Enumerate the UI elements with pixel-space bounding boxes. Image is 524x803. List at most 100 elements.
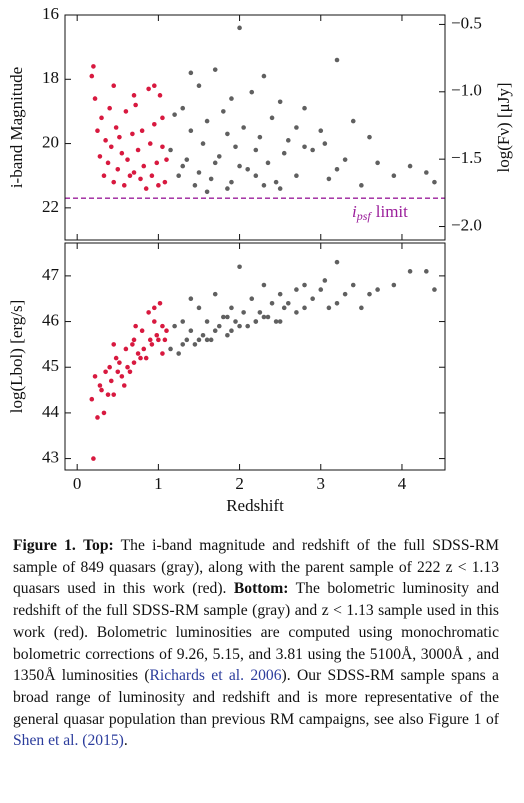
data-point: [121, 383, 127, 388]
data-point: [261, 314, 267, 320]
data-point: [407, 163, 413, 169]
data-point: [180, 342, 186, 347]
data-point: [103, 369, 108, 375]
data-point: [99, 387, 104, 393]
data-point: [277, 99, 283, 105]
data-point: [184, 337, 190, 343]
data-point: [302, 282, 307, 288]
data-point: [391, 173, 397, 179]
citation[interactable]: Shen et al. (2015): [13, 732, 124, 750]
data-point: [212, 291, 218, 297]
data-point: [196, 305, 202, 311]
data-point: [188, 128, 194, 134]
data-point: [172, 112, 177, 117]
data-point: [277, 186, 283, 191]
data-point: [261, 73, 267, 79]
data-point: [216, 154, 222, 159]
data-point: [162, 179, 168, 185]
data-point: [130, 342, 135, 347]
y-axis-title: i-band Magnitude: [7, 67, 26, 188]
data-point: [302, 305, 307, 311]
data-point: [111, 83, 117, 89]
data-point: [138, 176, 143, 182]
data-point: [92, 374, 98, 379]
data-point: [265, 160, 271, 166]
x-tick-label: 4: [398, 474, 407, 493]
annotation-text: limit: [376, 202, 408, 221]
caption: Figure 1. Top: The i-band magnitude and …: [13, 535, 499, 752]
data-point: [249, 296, 255, 302]
data-point: [237, 163, 242, 169]
data-point: [149, 342, 155, 347]
data-point: [152, 305, 157, 311]
data-point: [146, 310, 151, 315]
y-tick-label: 18: [42, 68, 59, 87]
data-point: [200, 332, 206, 338]
data-point: [245, 166, 250, 172]
data-point: [107, 364, 112, 370]
data-point: [302, 105, 307, 111]
data-point: [375, 160, 380, 166]
data-point: [139, 128, 145, 134]
data-point: [141, 163, 147, 169]
data-point: [277, 291, 283, 297]
data-point: [277, 319, 283, 324]
plot-frame: [64, 14, 446, 241]
data-point: [204, 118, 210, 124]
data-point: [273, 319, 279, 324]
data-point: [157, 300, 163, 306]
citation[interactable]: Richards et al. 2006: [149, 667, 282, 685]
data-point: [156, 183, 161, 188]
data-point: [350, 118, 356, 124]
data-point: [176, 173, 181, 179]
data-point: [157, 93, 163, 98]
caption-text: The i-band magnitude and redshift of the…: [13, 537, 499, 598]
data-point: [162, 337, 168, 343]
data-point: [152, 83, 157, 89]
data-point: [281, 305, 287, 311]
data-point: [117, 360, 122, 365]
data-point: [318, 287, 324, 292]
data-point: [200, 141, 206, 146]
data-point: [204, 337, 210, 343]
data-point: [204, 189, 210, 195]
data-point: [130, 131, 135, 137]
caption-text: .: [123, 732, 128, 750]
data-point: [95, 415, 100, 420]
data-point: [265, 314, 271, 320]
data-point: [302, 144, 307, 150]
data-point: [359, 305, 364, 311]
data-point: [229, 179, 234, 185]
data-point: [294, 310, 299, 315]
plot-frame: [64, 242, 446, 471]
data-point: [261, 282, 267, 288]
data-point: [141, 346, 147, 352]
y2-tick-label: −2.0: [451, 215, 482, 234]
data-point: [108, 378, 114, 384]
y-tick-label: 22: [42, 197, 59, 216]
data-point: [121, 183, 127, 188]
data-point: [261, 183, 267, 188]
data-point: [322, 141, 328, 146]
data-point: [212, 67, 218, 72]
data-point: [334, 300, 340, 306]
y-tick-label: 44: [42, 402, 60, 421]
data-point: [233, 144, 238, 150]
annotation-symbol: i: [352, 202, 357, 221]
data-point: [139, 328, 145, 333]
data-point: [160, 115, 165, 121]
x-tick-label: 2: [235, 474, 244, 493]
data-point: [95, 128, 100, 134]
data-point: [350, 282, 356, 288]
data-point: [229, 328, 234, 333]
y2-axis-title: log(Fν) [μJy]: [494, 83, 513, 173]
data-point: [152, 319, 157, 324]
data-point: [143, 186, 149, 191]
data-point: [221, 109, 226, 114]
y-tick-label: 16: [42, 4, 59, 23]
data-point: [180, 163, 186, 169]
data-point: [164, 328, 169, 333]
data-point: [127, 369, 133, 375]
data-point: [111, 392, 117, 397]
data-point: [249, 89, 255, 95]
